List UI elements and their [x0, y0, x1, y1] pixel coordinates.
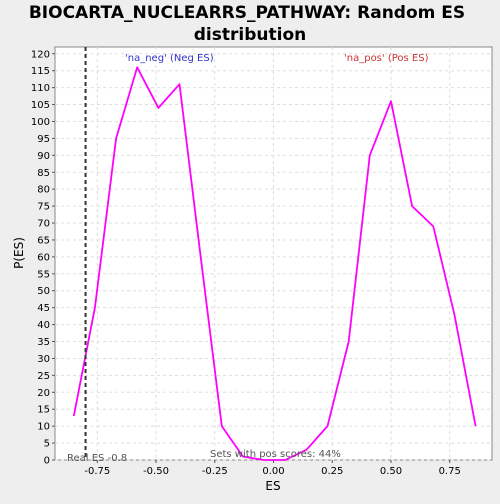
x-tick-label: 0.25 [321, 466, 343, 477]
y-tick-label: 25 [37, 371, 50, 382]
chart-title-line2: distribution [194, 25, 306, 45]
y-tick-label: 30 [37, 354, 50, 365]
y-tick-label: 5 [44, 439, 50, 450]
series [72, 66, 477, 461]
neg-es-label: 'na_neg' (Neg ES) [125, 53, 214, 64]
y-tick-label: 15 [37, 405, 50, 416]
x-axis-ticks: -0.75 -0.50 -0.25 0.00 0.25 0.50 0.75 [84, 460, 461, 477]
chart-title-line1: BIOCARTA_NUCLEARRS_PATHWAY: Random ES [29, 3, 465, 23]
x-tick-label: -0.25 [202, 466, 228, 477]
grid [55, 47, 492, 461]
x-tick-label: -0.75 [84, 466, 110, 477]
y-tick-label: 20 [37, 388, 50, 399]
y-axis-label: P(ES) [12, 237, 26, 269]
y-tick-label: 65 [37, 235, 50, 246]
x-tick-label: 0.50 [380, 466, 402, 477]
pos-es-label: 'na_pos' (Pos ES) [344, 53, 429, 64]
pos-scores-label: Sets with pos scores: 44% [210, 449, 341, 460]
y-tick-label: 110 [31, 83, 50, 94]
y-tick-label: 120 [31, 49, 50, 60]
y-tick-label: 80 [37, 185, 50, 196]
y-tick-label: 70 [37, 219, 50, 230]
y-tick-label: 55 [37, 269, 50, 280]
y-tick-label: 95 [37, 134, 50, 145]
y-tick-label: 60 [37, 252, 50, 263]
y-tick-label: 50 [37, 286, 50, 297]
y-tick-label: 35 [37, 337, 50, 348]
y-tick-label: 10 [37, 422, 50, 433]
y-tick-label: 90 [37, 151, 50, 162]
x-tick-label: -0.50 [143, 466, 169, 477]
y-tick-label: 45 [37, 303, 50, 314]
y-tick-label: 0 [44, 456, 50, 467]
y-axis-ticks: 0 5 10 15 20 25 30 35 40 45 50 55 60 65 70 75 80 85 90 95 10… [31, 49, 55, 467]
y-tick-label: 115 [31, 66, 50, 77]
y-tick-label: 85 [37, 168, 50, 179]
x-tick-label: 0.00 [262, 466, 284, 477]
x-tick-label: 0.75 [439, 466, 461, 477]
y-tick-label: 75 [37, 202, 50, 213]
real-es-label: Real ES -0.8 [67, 453, 127, 464]
y-tick-label: 100 [31, 117, 50, 128]
x-axis-label: ES [265, 479, 280, 493]
distribution-line [72, 66, 477, 461]
y-tick-label: 40 [37, 320, 50, 331]
y-tick-label: 105 [31, 100, 50, 111]
